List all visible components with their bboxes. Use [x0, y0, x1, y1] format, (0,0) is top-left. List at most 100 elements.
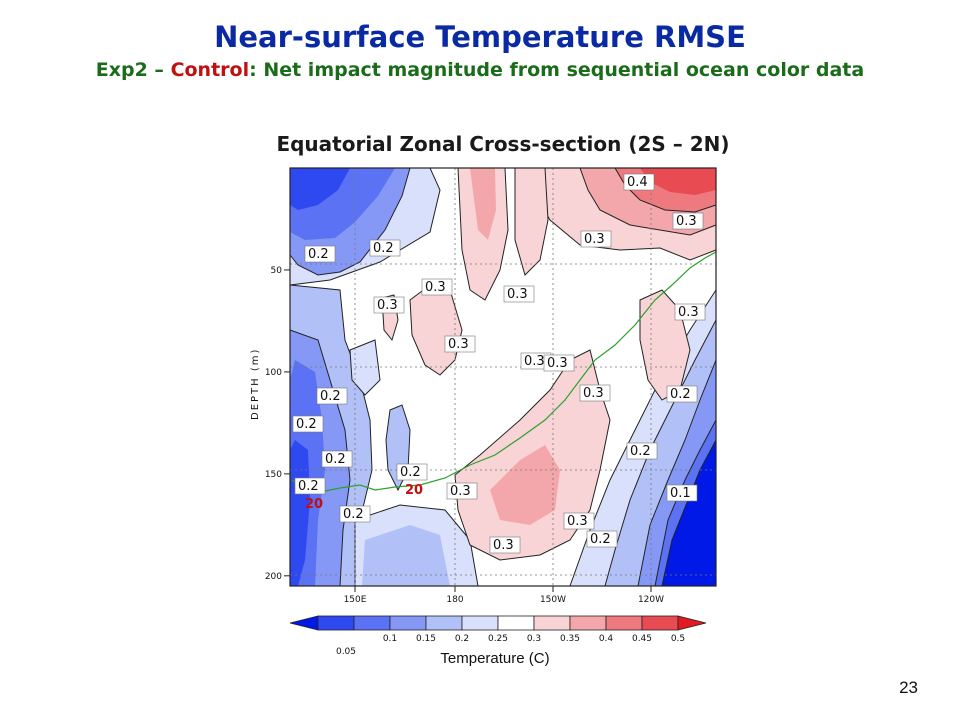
contour-label-13: 0.3	[583, 386, 604, 401]
contour-label-box-25	[339, 505, 371, 523]
contour-label-box-7	[623, 173, 655, 191]
contour-label-14: 0.2	[320, 389, 341, 404]
colorbar-level-6: 0.35	[560, 634, 580, 644]
contour-label-box-8	[580, 230, 612, 248]
contour-label-19: 0.2	[400, 465, 421, 480]
contour-label-25: 0.2	[343, 507, 364, 522]
contour-label-21: 0.3	[567, 514, 588, 529]
contour-label-7: 0.4	[627, 175, 648, 190]
red-region-top-right-core	[640, 168, 716, 195]
y-tick-label-3: 200	[265, 572, 282, 582]
contour-label-3: 0.3	[377, 298, 398, 313]
page-number: 23	[899, 678, 918, 697]
y-axis-label: DEPTH (m)	[250, 348, 261, 420]
contour-label-20: 0.3	[493, 538, 514, 553]
contour-label-box-11	[674, 303, 706, 321]
colorbar-level-1: 0.1	[383, 634, 397, 644]
contour-label-box-0	[304, 245, 336, 263]
x-tick-label-2: 150W	[540, 595, 566, 605]
isotherm-label-1: 20	[305, 497, 323, 512]
colorbar-level-5: 0.3	[527, 634, 541, 644]
colorbar-max-arrow	[677, 615, 707, 631]
contour-label-17: 0.2	[298, 479, 319, 494]
x-axis: 150E 180 150W 120W	[344, 586, 664, 605]
contour-label-18: 0.3	[450, 484, 471, 499]
contour-label-15: 0.2	[296, 417, 317, 432]
colorbar-level-3: 0.2	[455, 634, 469, 644]
colorbar-box-7	[569, 615, 607, 631]
colorbar-level-4: 0.25	[488, 634, 508, 644]
contour-label-box-1	[369, 239, 401, 257]
y-tick-label-2: 150	[265, 470, 282, 480]
contour-label-box-19	[396, 463, 428, 481]
isotherm-20c-line	[291, 251, 717, 493]
contour-label-16: 0.2	[325, 452, 346, 467]
colorbar-box-9	[641, 615, 679, 631]
contour-label-9: 0.3	[676, 214, 697, 229]
colorbar-box-0	[317, 615, 355, 631]
y-axis: 50 100 150 200	[265, 266, 290, 582]
colorbar-box-2	[389, 615, 427, 631]
contour-label-box-13	[579, 384, 611, 402]
contour-label-box-20	[489, 536, 521, 554]
isotherm-label-2: 20	[405, 483, 423, 498]
contour-label-box-15	[292, 415, 324, 433]
colorbar: 0.05 0.1 0.15 0.2 0.25 0.3 0.35 0.4 0.45 0.5	[289, 615, 707, 657]
red-column-1-inner	[470, 168, 496, 240]
colorbar-box-3	[425, 615, 463, 631]
blue-region-bottom-left-inner	[362, 525, 450, 586]
colorbar-box-6	[533, 615, 571, 631]
colorbar-label: Temperature (C)	[440, 650, 550, 667]
slide-subtitle: Exp2 – Control: Net impact magnitude fro…	[0, 59, 960, 81]
contour-label-1: 0.2	[373, 241, 394, 256]
blue-patch-mid-2	[349, 339, 381, 396]
y-tick-label-0: 50	[271, 266, 283, 276]
red-plume-center-inner	[490, 445, 560, 525]
contour-label-box-10	[666, 385, 698, 403]
contour-label-box-16	[321, 450, 353, 468]
contour-label-6: 0.3	[524, 354, 545, 369]
contour-label-4: 0.3	[507, 287, 528, 302]
contour-label-box-4	[503, 285, 535, 303]
x-tick-label-1: 180	[446, 595, 463, 605]
contour-label-0: 0.2	[308, 247, 329, 262]
colorbar-box-4	[461, 615, 499, 631]
contour-label-box-23	[666, 484, 698, 502]
contour-labels: 0.2 0.20.30.30.30.30.30.40.30.30.20.30.30…	[292, 173, 706, 554]
contour-label-box-2	[421, 278, 453, 296]
contour-label-box-21	[563, 512, 595, 530]
colorbar-box-8	[605, 615, 643, 631]
subtitle-prefix: Exp2 –	[95, 59, 171, 81]
section-title: Equatorial Zonal Cross-section (2S – 2N)	[276, 132, 730, 156]
slide-title: Near-surface Temperature RMSE	[214, 20, 746, 54]
contour-label-2: 0.3	[425, 280, 446, 295]
colorbar-level-8: 0.45	[632, 634, 652, 644]
contour-label-22: 0.2	[590, 532, 611, 547]
plot-frame	[289, 167, 717, 587]
colorbar-box-5	[497, 615, 535, 631]
y-tick-label-1: 100	[265, 368, 282, 378]
contour-label-10: 0.2	[670, 387, 691, 402]
x-tick-label-3: 120W	[638, 595, 664, 605]
contour-label-5: 0.3	[448, 337, 469, 352]
colorbar-level-2: 0.15	[416, 634, 436, 644]
colorbar-level-9: 0.5	[671, 634, 685, 644]
x-tick-label-0: 150E	[344, 595, 367, 605]
contour-label-24: 0.2	[630, 444, 651, 459]
contour-label-box-14	[316, 387, 348, 405]
contour-label-box-17	[294, 477, 326, 495]
subtitle-control: Control	[170, 59, 250, 81]
contour-label-box-12	[543, 354, 575, 372]
contour-label-box-18	[446, 482, 478, 500]
subtitle-suffix: : Net impact magnitude from sequential o…	[249, 59, 865, 81]
contour-label-11: 0.3	[678, 305, 699, 320]
contour-label-box-5	[444, 335, 476, 353]
contour-label-box-24	[626, 442, 658, 460]
contour-label-box-3	[373, 296, 405, 314]
colorbar-level-7: 0.4	[599, 634, 614, 644]
contour-label-8: 0.3	[584, 232, 605, 247]
colorbar-min-arrow	[289, 615, 319, 631]
contour-label-box-22	[586, 530, 618, 548]
colorbar-box-1	[353, 615, 391, 631]
